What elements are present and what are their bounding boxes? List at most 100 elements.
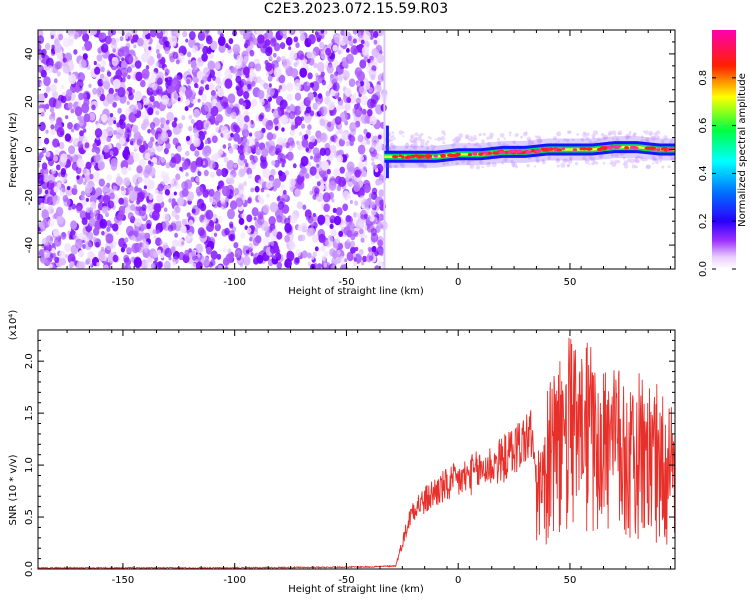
signal-peak	[534, 149, 542, 153]
noise-speckle	[303, 134, 309, 140]
faint-speckle	[650, 135, 656, 141]
faint-speckle	[553, 136, 557, 141]
noise-speckle	[51, 167, 57, 175]
noise-speckle	[364, 234, 368, 239]
noise-speckle	[318, 77, 323, 83]
noise-speckle	[190, 262, 197, 269]
faint-speckle	[389, 138, 394, 142]
signal-band	[384, 136, 675, 168]
noise-speckle	[136, 192, 145, 203]
noise-speckle	[83, 98, 90, 107]
noise-speckle	[247, 173, 253, 180]
noise-speckle	[88, 83, 92, 88]
noise-speckle	[53, 186, 59, 193]
noise-speckle	[101, 60, 106, 67]
faint-speckle	[475, 165, 480, 170]
noise-speckle	[243, 99, 251, 110]
noise-speckle	[238, 217, 245, 225]
x-tick-label: -150	[112, 277, 135, 288]
noise-speckle	[80, 195, 85, 201]
faint-speckle	[410, 134, 415, 139]
noise-speckle	[121, 77, 126, 83]
faint-speckle	[584, 159, 590, 165]
noise-speckle	[51, 44, 55, 49]
noise-speckle	[246, 214, 253, 223]
noise-speckle	[344, 102, 351, 112]
noise-speckle	[309, 82, 315, 88]
noise-speckle	[150, 263, 156, 269]
faint-speckle	[588, 140, 592, 144]
snr-x-axis-label: Height of straight line (km)	[288, 584, 424, 595]
noise-speckle	[41, 162, 48, 170]
noise-speckle	[363, 128, 368, 135]
noise-speckle	[300, 222, 308, 233]
noise-speckle	[76, 261, 84, 269]
noise-speckle	[290, 68, 299, 78]
noise-speckle	[61, 187, 66, 193]
signal-peaks	[392, 144, 675, 160]
noise-speckle	[289, 129, 295, 136]
faint-speckle	[503, 157, 508, 163]
noise-speckle	[242, 195, 246, 200]
x-tick-label: -50	[338, 277, 354, 288]
noise-speckle	[234, 250, 241, 258]
noise-speckle	[56, 127, 65, 138]
noise-speckle	[174, 232, 179, 238]
noise-speckle	[377, 30, 385, 37]
noise-speckle	[38, 43, 42, 52]
noise-speckle	[205, 246, 212, 255]
faint-speckle	[503, 137, 506, 140]
faint-speckle	[626, 138, 629, 141]
noise-speckle	[126, 66, 132, 73]
noise-speckle	[143, 140, 147, 145]
noise-speckle	[276, 231, 283, 240]
faint-speckle	[574, 162, 579, 166]
x-tick-label: -100	[223, 277, 246, 288]
noise-speckle	[186, 135, 191, 142]
faint-speckle	[527, 141, 533, 146]
noise-speckle	[103, 144, 110, 153]
noise-speckle	[50, 35, 54, 40]
faint-speckle	[661, 165, 665, 169]
noise-speckle	[157, 183, 164, 192]
noise-speckle	[153, 235, 157, 239]
noise-speckle	[179, 86, 187, 96]
snr-y-ticks: 0.0 0.5 1.0 1.5 2.0	[24, 339, 675, 577]
noise-speckle	[171, 40, 177, 47]
noise-speckle	[165, 119, 170, 125]
faint-speckle	[392, 134, 395, 138]
x-tick-label: 50	[564, 575, 577, 586]
noise-speckle	[268, 145, 277, 157]
signal-peak	[530, 149, 535, 153]
noise-speckle	[340, 263, 348, 269]
faint-speckle	[434, 138, 437, 141]
noise-speckle	[111, 30, 117, 36]
noise-speckle	[255, 141, 260, 148]
noise-speckle	[361, 170, 367, 178]
colorbar-tick-label: 0.0	[698, 261, 709, 277]
faint-speckle	[478, 145, 482, 149]
faint-speckle	[508, 131, 512, 135]
noise-speckle	[349, 94, 357, 104]
noise-speckle	[199, 43, 204, 49]
noise-speckle	[116, 133, 121, 140]
noise-speckle	[94, 66, 101, 75]
noise-speckle	[60, 153, 68, 163]
noise-speckle	[160, 117, 166, 125]
faint-speckle	[571, 138, 575, 142]
noise-speckle	[205, 122, 209, 128]
noise-speckle	[289, 178, 296, 187]
faint-speckle	[598, 153, 604, 159]
noise-speckle	[182, 160, 189, 170]
noise-speckle	[73, 235, 77, 239]
faint-speckle	[474, 142, 479, 147]
snr-y-axis-label: SNR (10 * v/v)	[8, 454, 19, 525]
noise-speckle	[255, 63, 262, 72]
signal-peak	[561, 147, 566, 151]
noise-speckle	[310, 50, 317, 59]
noise-speckle	[185, 38, 189, 43]
noise-speckle	[127, 212, 134, 220]
noise-speckle	[82, 53, 88, 60]
noise-speckle	[249, 49, 255, 57]
noise-speckle	[319, 147, 327, 156]
